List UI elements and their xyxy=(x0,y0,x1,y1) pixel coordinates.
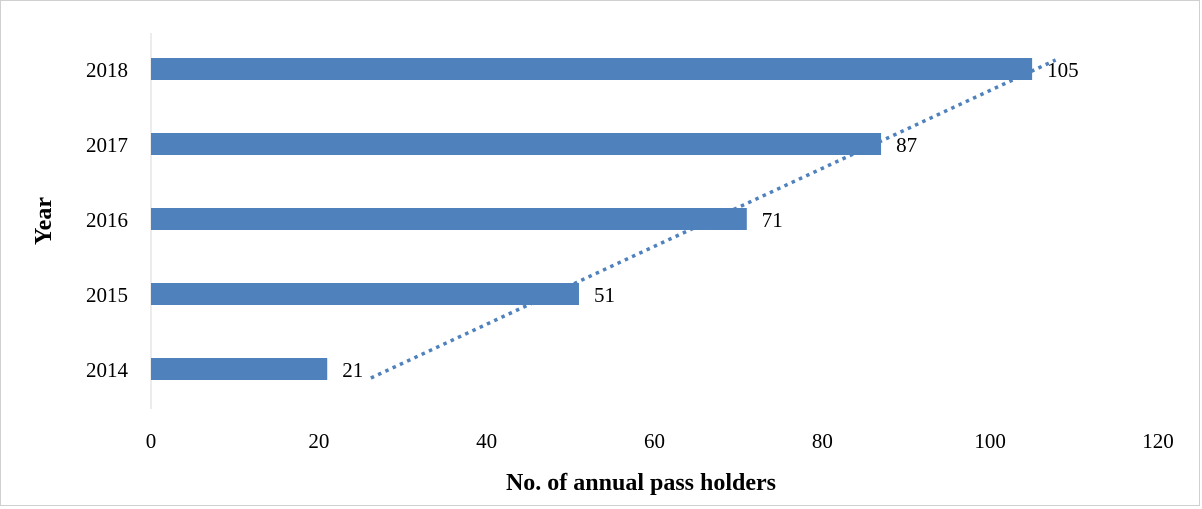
y-tick-2016: 2016 xyxy=(86,208,128,232)
y-tick-2017: 2017 xyxy=(86,133,128,157)
bar-2018 xyxy=(151,58,1033,80)
x-tick-labels: 0 20 40 60 80 100 120 xyxy=(146,429,1174,453)
y-axis-title: Year xyxy=(31,197,57,245)
bar-2015 xyxy=(151,283,579,305)
trendline xyxy=(370,58,1057,380)
x-tick-40: 40 xyxy=(476,429,497,453)
y-tick-2018: 2018 xyxy=(86,58,128,82)
bar-2017 xyxy=(151,133,882,155)
x-tick-80: 80 xyxy=(812,429,833,453)
data-label-2017: 87 xyxy=(896,133,917,157)
data-labels-group: 21 51 71 87 105 xyxy=(342,58,1078,382)
data-label-2015: 51 xyxy=(594,283,615,307)
x-tick-0: 0 xyxy=(146,429,157,453)
bars-group xyxy=(151,58,1033,380)
bar-2014 xyxy=(151,358,328,380)
x-tick-60: 60 xyxy=(644,429,665,453)
x-tick-100: 100 xyxy=(974,429,1006,453)
x-axis-title: No. of annual pass holders xyxy=(506,470,776,496)
data-label-2014: 21 xyxy=(342,358,363,382)
bar-2016 xyxy=(151,208,747,230)
y-tick-2014: 2014 xyxy=(86,358,129,382)
data-label-2016: 71 xyxy=(762,208,783,232)
data-label-2018: 105 xyxy=(1047,58,1079,82)
x-tick-120: 120 xyxy=(1142,429,1174,453)
y-tick-labels: 2014 2015 2016 2017 2018 xyxy=(86,58,129,382)
y-tick-2015: 2015 xyxy=(86,283,128,307)
x-tick-20: 20 xyxy=(308,429,329,453)
